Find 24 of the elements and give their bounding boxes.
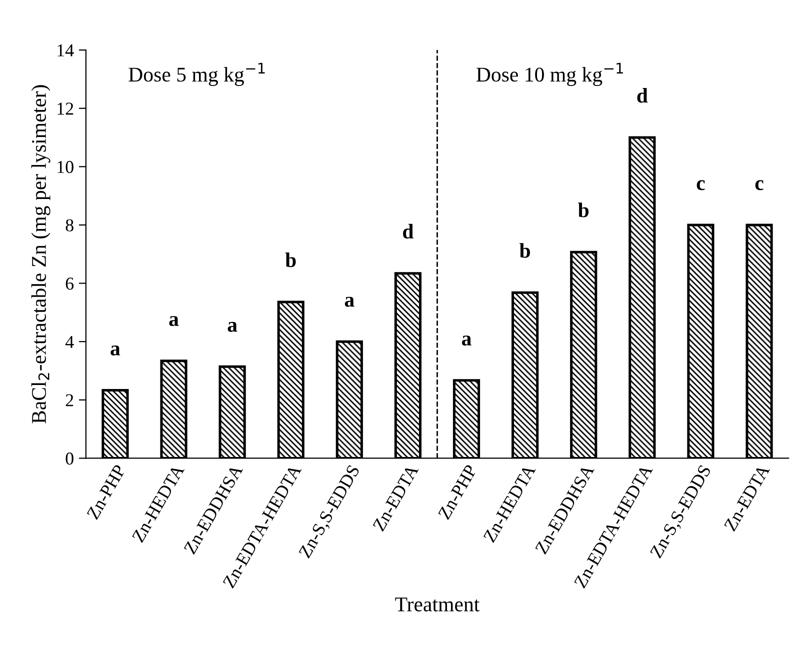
annotation: b bbox=[520, 243, 530, 258]
y-tick-label: 14 bbox=[58, 44, 74, 56]
annotation: b bbox=[285, 252, 296, 268]
annotation: a bbox=[169, 316, 179, 326]
annotation: a bbox=[462, 336, 472, 346]
annotation: c bbox=[696, 180, 705, 190]
annotation: b bbox=[578, 202, 589, 218]
annotation: a bbox=[228, 322, 238, 332]
y-axis-title: BaCl$_{2}$-extractable Zn (mg per lysimeter) bbox=[31, 85, 50, 424]
annotation: Dose 5 mg kg$^{−1}$ bbox=[128, 62, 265, 86]
y-tick-label: 2 bbox=[66, 394, 74, 406]
x-axis-title: Treatment bbox=[395, 598, 480, 612]
annotation: d bbox=[637, 88, 648, 103]
annotation: d bbox=[403, 224, 414, 239]
y-tick-label: 0 bbox=[66, 452, 74, 465]
annotation: Dose 10 mg kg$^{−1}$ bbox=[476, 62, 623, 86]
y-tick-label: 6 bbox=[66, 278, 74, 290]
y-tick-label: 4 bbox=[65, 336, 74, 348]
annotation: a bbox=[110, 346, 120, 356]
y-tick-label: 10 bbox=[58, 160, 74, 174]
y-tick-label: 8 bbox=[66, 219, 74, 232]
annotation: a bbox=[344, 296, 354, 307]
annotation: c bbox=[755, 180, 764, 190]
y-tick-label: 12 bbox=[58, 102, 74, 115]
